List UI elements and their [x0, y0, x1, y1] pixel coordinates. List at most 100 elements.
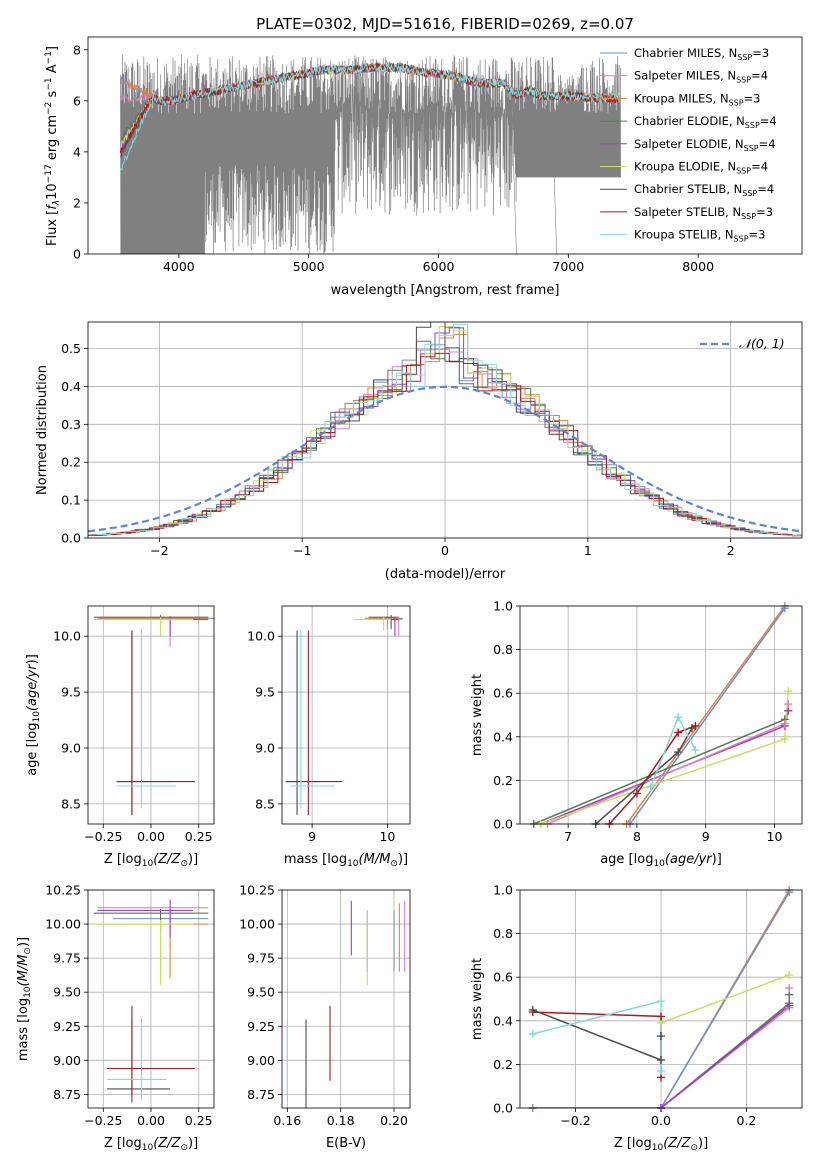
series-marker: [780, 719, 789, 728]
label-part: ⊙: [180, 859, 188, 869]
label-part: Kroupa ELODIE, N: [634, 160, 736, 174]
y-tick-label: 9.00: [247, 1053, 275, 1068]
label-part: =4: [760, 114, 777, 128]
y-tick-label: 0.8: [493, 642, 513, 657]
series-line-kroupa-elodie: [540, 690, 789, 824]
y-tick-label: 1.0: [493, 599, 513, 614]
series-marker: [632, 789, 641, 798]
y-tick-label: 10.00: [45, 917, 81, 932]
x-tick-label: 9: [702, 829, 710, 844]
label-part: 10: [652, 1143, 664, 1153]
series-marker: [785, 984, 794, 993]
label-part: 10: [32, 711, 42, 723]
y-tick-label: 10.0: [247, 629, 275, 644]
label-part: Flux [: [45, 210, 60, 246]
label-part: age [log: [600, 852, 653, 867]
label-part: ⊙: [23, 947, 33, 955]
model-spectrum-kroupa-stelib: [120, 63, 621, 171]
x-tick-label: 9: [308, 829, 316, 844]
histogram-kroupa-miles: [96, 333, 802, 537]
x-tick-label: 2: [727, 543, 735, 558]
label-part: (M/M: [359, 852, 391, 867]
y-tick-label: 9.25: [53, 1019, 81, 1034]
label-part: =4: [759, 137, 776, 151]
weight_vs_Z-panel: −0.2 0.0 0.2 0.0 0.2 0.4 0.6 0.8 1.0 Z [log10(Z/Z…: [470, 883, 803, 1153]
series-marker: [780, 734, 789, 743]
series-line-kroupa-elodie: [660, 974, 790, 1024]
y-tick-label: 1.0: [493, 883, 513, 898]
label-part: =3: [744, 91, 761, 105]
x-tick-label: 10: [767, 829, 783, 844]
y-tick-label: 9.0: [255, 740, 275, 755]
series-line-salpeter-miles: [660, 988, 790, 1108]
x-tick-label: −2: [150, 543, 168, 558]
x-tick-label: 5000: [293, 259, 325, 274]
x-tick-label: 7: [564, 829, 572, 844]
age_vs_mass-plot-area: [282, 606, 410, 824]
axes-frame: [87, 321, 803, 539]
series-line-salpeter-elodie: [540, 710, 789, 824]
x-axis-label: Z [log10(Z/Z⊙)]: [104, 1136, 198, 1153]
series-marker: [784, 687, 793, 696]
label-part: ⊙: [690, 1143, 698, 1153]
x-tick-label: −1: [293, 543, 311, 558]
x-tick-label: 7000: [552, 259, 584, 274]
series-marker: [657, 997, 665, 1006]
legend-entry: Kroupa MILES, NSSP=3: [634, 91, 760, 107]
label-part: Kroupa MILES, N: [634, 91, 729, 105]
x-tick-label: 0.25: [185, 829, 213, 844]
x-tick-label: 0: [441, 543, 449, 558]
x-tick-label: 1: [584, 543, 592, 558]
x-tick-label: 0.20: [380, 1113, 408, 1128]
y-tick-label: 9.75: [53, 951, 81, 966]
y-tick-label: 9.75: [247, 951, 275, 966]
label-part: ⊙: [390, 859, 398, 869]
legend-entry: Salpeter MILES, NSSP=4: [634, 69, 768, 85]
label-part: SSP: [736, 76, 751, 85]
residuals-plot-area: [88, 322, 802, 538]
y-tick-label: 0.4: [493, 1013, 513, 1028]
label-part: −2: [44, 102, 54, 115]
y-tick-label: 10.00: [239, 917, 275, 932]
y-tick-label: 9.5: [61, 685, 81, 700]
label-part: −1: [44, 51, 54, 64]
label-part: (age/yr: [665, 852, 713, 867]
label-part: )]: [398, 852, 408, 867]
axes-frame: [519, 605, 803, 825]
y-tick-label: 10.25: [239, 883, 275, 898]
series-marker: [691, 745, 700, 754]
label-part: Salpeter STELIB, N: [634, 205, 741, 219]
series-marker: [784, 700, 793, 709]
label-part: SSP: [736, 167, 751, 176]
y-tick-label: 10.25: [45, 883, 81, 898]
x-tick-label: 6000: [423, 259, 455, 274]
y-tick-label: 4: [73, 144, 81, 159]
label-part: SSP: [742, 189, 757, 198]
label-part: 10: [45, 183, 60, 200]
label-part: (Z/Z: [663, 1136, 691, 1151]
y-tick-label: 9.50: [247, 985, 275, 1000]
label-part: SSP: [737, 53, 752, 62]
x-axis-label: mass [log10(M/M⊙)]: [284, 852, 408, 869]
label-part: age [log: [25, 723, 40, 776]
x-axis-label: wavelength [Angstrom, rest frame]: [331, 283, 560, 298]
series-line-salpeter-stelib: [532, 1011, 662, 1078]
label-part: (Z/Z: [153, 852, 181, 867]
y-tick-label: 0.0: [493, 817, 513, 832]
sky-line: [510, 88, 517, 254]
label-part: =3: [756, 205, 773, 219]
x-tick-label: 0.00: [137, 829, 165, 844]
x-axis-label: E(B-V): [326, 1136, 366, 1151]
y-axis-label: mass weight: [470, 958, 485, 1040]
label-part: Z [log: [104, 852, 142, 867]
y-tick-label: 8.5: [255, 796, 275, 811]
y-tick-label: 0.0: [61, 531, 81, 546]
label-part: Chabrier STELIB, N: [634, 182, 742, 196]
x-tick-label: 0.18: [327, 1113, 355, 1128]
series-line-chabrier-elodie: [660, 994, 790, 1108]
series-marker: [785, 1001, 794, 1010]
label-part: λ: [52, 200, 62, 206]
axes-frame: [87, 889, 215, 1109]
